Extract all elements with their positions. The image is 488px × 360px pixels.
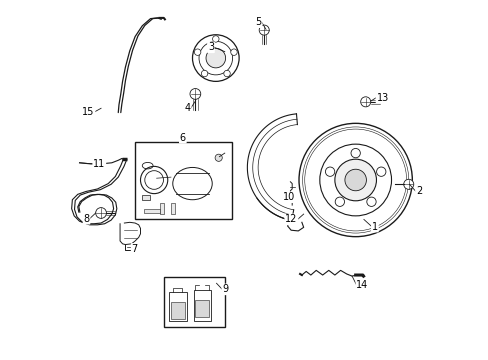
Bar [142,195,150,201]
Circle shape [199,41,232,75]
Circle shape [182,175,194,188]
Circle shape [194,49,201,55]
Text: 13: 13 [376,93,388,103]
Text: 11: 11 [93,159,105,169]
Bar [169,292,187,320]
Text: 15: 15 [82,107,94,117]
Bar [195,300,208,317]
Text: 5: 5 [255,17,261,27]
Bar [135,142,231,220]
Bar [171,203,174,214]
Bar [193,290,210,320]
Circle shape [376,167,385,176]
Circle shape [334,197,344,206]
Ellipse shape [172,167,212,200]
Bar [163,277,224,327]
Text: 4: 4 [184,103,190,113]
Circle shape [190,89,201,99]
Text: 14: 14 [356,280,368,290]
Text: 2: 2 [415,186,421,197]
Circle shape [259,25,269,35]
Circle shape [360,97,370,107]
Circle shape [205,48,225,68]
Text: 12: 12 [285,215,297,224]
Text: 9: 9 [222,284,228,294]
Circle shape [230,49,237,55]
Circle shape [192,35,239,81]
Text: 7: 7 [131,244,138,254]
Circle shape [350,148,360,158]
Text: 6: 6 [180,133,185,143]
Text: 3: 3 [207,42,214,52]
Text: 1: 1 [371,222,377,231]
Circle shape [325,167,334,176]
Circle shape [319,144,391,216]
Text: 10: 10 [283,192,295,202]
Circle shape [344,169,366,191]
Circle shape [298,123,411,237]
Circle shape [224,70,230,77]
Bar [160,203,163,214]
Circle shape [334,159,376,201]
Bar [144,210,160,213]
Circle shape [199,312,202,316]
Bar [171,302,185,319]
Circle shape [174,296,178,301]
Text: 8: 8 [83,214,89,224]
Circle shape [96,208,106,219]
Circle shape [201,70,207,77]
Circle shape [212,36,219,42]
Circle shape [403,179,413,189]
Circle shape [215,154,222,161]
Circle shape [366,197,375,206]
